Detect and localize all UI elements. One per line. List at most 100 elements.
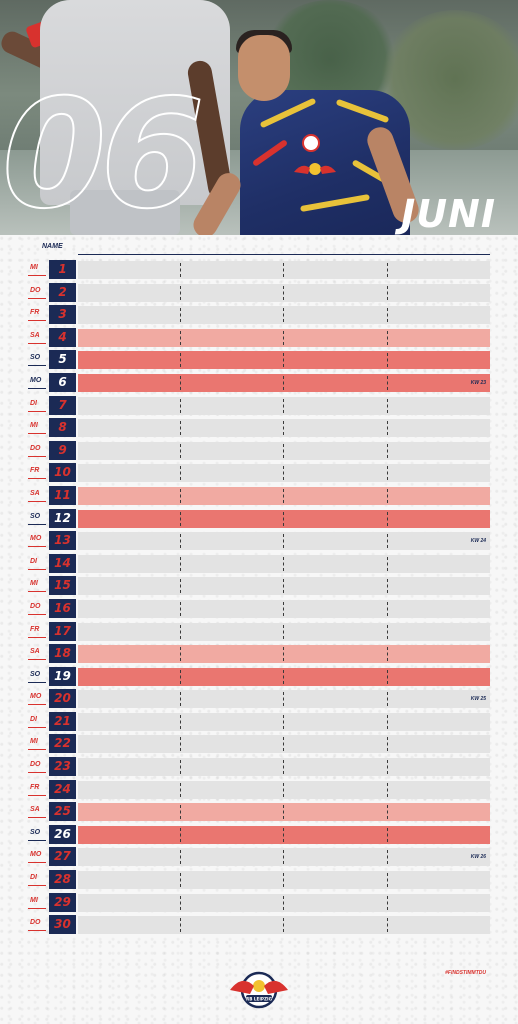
column-divider bbox=[387, 624, 388, 639]
column-divider bbox=[180, 895, 181, 910]
jersey-stripe bbox=[335, 98, 390, 124]
calendar-week-label: KW 23 bbox=[470, 379, 486, 386]
column-divider bbox=[387, 443, 388, 458]
entry-field[interactable] bbox=[78, 464, 490, 483]
weekday-underline bbox=[28, 433, 46, 435]
weekday-underline bbox=[28, 568, 46, 570]
hashtag: #FINDSTIMMTDU bbox=[445, 970, 486, 976]
calendar-row: DO 30 bbox=[0, 914, 518, 937]
column-divider bbox=[283, 556, 284, 571]
calendar-row: MI 22 bbox=[0, 733, 518, 756]
entry-field[interactable] bbox=[78, 373, 490, 392]
entry-field[interactable] bbox=[78, 283, 490, 302]
weekday-label: DO bbox=[30, 286, 41, 294]
calendar-row: SO 26 bbox=[0, 824, 518, 847]
column-divider bbox=[283, 330, 284, 345]
weekday-label: FR bbox=[30, 783, 40, 791]
calendar-row: DI 14 bbox=[0, 553, 518, 576]
column-divider bbox=[283, 466, 284, 481]
column-divider bbox=[387, 511, 388, 526]
calendar-row: SA 18 bbox=[0, 643, 518, 666]
weekday-underline bbox=[28, 387, 46, 389]
column-divider bbox=[387, 601, 388, 616]
entry-field[interactable] bbox=[78, 261, 490, 279]
entry-field[interactable] bbox=[78, 871, 490, 890]
weekday-label: SO bbox=[30, 512, 41, 520]
weekday-label: MO bbox=[30, 693, 42, 701]
day-number: 13 bbox=[49, 531, 76, 551]
entry-field[interactable] bbox=[78, 599, 490, 618]
entry-field[interactable] bbox=[78, 848, 490, 867]
day-number: 24 bbox=[49, 779, 76, 799]
column-divider bbox=[180, 263, 181, 277]
entry-field[interactable] bbox=[78, 306, 490, 325]
entry-field[interactable] bbox=[78, 532, 490, 551]
entry-field[interactable] bbox=[78, 712, 490, 731]
column-divider bbox=[283, 421, 284, 436]
column-divider bbox=[387, 556, 388, 571]
weekday-underline bbox=[28, 772, 46, 774]
calendar-row: SA 4 bbox=[0, 327, 518, 350]
entry-field[interactable] bbox=[78, 916, 490, 935]
column-divider bbox=[283, 534, 284, 549]
entry-field[interactable] bbox=[78, 690, 490, 709]
weekday-label: SO bbox=[30, 354, 41, 362]
day-number: 2 bbox=[49, 282, 76, 302]
calendar-row: SA 25 bbox=[0, 801, 518, 824]
entry-field[interactable] bbox=[78, 396, 490, 415]
column-divider bbox=[387, 398, 388, 413]
column-divider bbox=[387, 895, 388, 910]
column-divider bbox=[180, 692, 181, 707]
entry-field[interactable] bbox=[78, 645, 490, 664]
entry-field[interactable] bbox=[78, 328, 490, 347]
calendar-row: MI 15 bbox=[0, 575, 518, 598]
column-divider bbox=[283, 850, 284, 865]
column-divider bbox=[180, 601, 181, 616]
weekday-underline bbox=[28, 930, 46, 932]
day-number: 4 bbox=[49, 327, 76, 347]
column-divider bbox=[283, 263, 284, 277]
column-divider bbox=[387, 669, 388, 684]
entry-field[interactable] bbox=[78, 803, 490, 822]
weekday-label: DI bbox=[30, 874, 37, 882]
column-divider bbox=[283, 353, 284, 368]
entry-field[interactable] bbox=[78, 758, 490, 777]
entry-field[interactable] bbox=[78, 509, 490, 528]
entry-field[interactable] bbox=[78, 825, 490, 844]
entry-field[interactable] bbox=[78, 622, 490, 641]
column-divider bbox=[387, 805, 388, 820]
weekday-underline bbox=[28, 726, 46, 728]
calendar-row: DO 2 bbox=[0, 282, 518, 305]
day-number: 8 bbox=[49, 418, 76, 438]
column-divider bbox=[180, 421, 181, 436]
column-divider bbox=[283, 624, 284, 639]
column-divider bbox=[387, 827, 388, 842]
day-number: 28 bbox=[49, 870, 76, 890]
column-divider bbox=[283, 285, 284, 300]
weekday-label: MI bbox=[30, 422, 38, 430]
weekday-underline bbox=[28, 478, 46, 480]
entry-field[interactable] bbox=[78, 577, 490, 596]
entry-field[interactable] bbox=[78, 667, 490, 686]
column-divider bbox=[180, 805, 181, 820]
weekday-label: SA bbox=[30, 648, 40, 656]
weekday-label: FR bbox=[30, 309, 40, 317]
entry-field[interactable] bbox=[78, 419, 490, 438]
weekday-underline bbox=[28, 342, 46, 344]
entry-field[interactable] bbox=[78, 351, 490, 370]
entry-field[interactable] bbox=[78, 893, 490, 912]
entry-field[interactable] bbox=[78, 735, 490, 754]
column-divider bbox=[387, 534, 388, 549]
column-divider bbox=[283, 579, 284, 594]
weekday-underline bbox=[28, 455, 46, 457]
entry-field[interactable] bbox=[78, 486, 490, 505]
weekday-label: FR bbox=[30, 467, 40, 475]
column-divider bbox=[283, 511, 284, 526]
column-divider bbox=[387, 421, 388, 436]
column-divider bbox=[180, 873, 181, 888]
column-divider bbox=[180, 624, 181, 639]
column-divider bbox=[387, 353, 388, 368]
entry-field[interactable] bbox=[78, 780, 490, 799]
entry-field[interactable] bbox=[78, 554, 490, 573]
entry-field[interactable] bbox=[78, 441, 490, 460]
